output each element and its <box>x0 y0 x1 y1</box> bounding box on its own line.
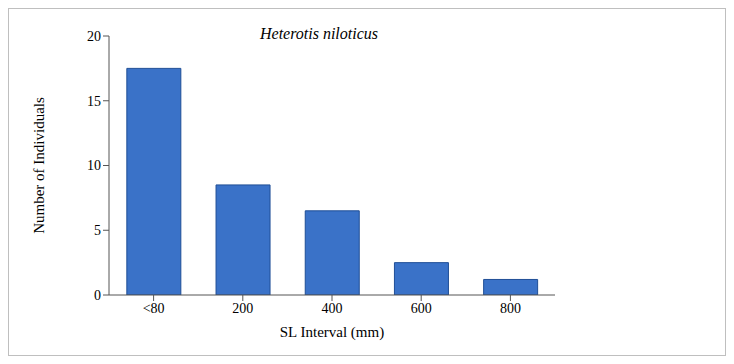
svg-text:20: 20 <box>87 29 101 44</box>
html-text:Heterotis niloticus: Heterotis niloticus <box>260 25 378 42</box>
svg-text:400: 400 <box>322 301 343 316</box>
svg-text:800: 800 <box>500 301 521 316</box>
svg-text:SL Interval (mm): SL Interval (mm) <box>280 324 384 341</box>
svg-text:<80: <80 <box>143 301 165 316</box>
svg-text:200: 200 <box>232 301 253 316</box>
svg-text:Number of Individuals: Number of Individuals <box>31 97 47 234</box>
svg-text:15: 15 <box>87 94 101 109</box>
svg-text:10: 10 <box>87 158 101 173</box>
svg-text:0: 0 <box>94 288 101 303</box>
svg-text:600: 600 <box>411 301 432 316</box>
svg-text:5: 5 <box>94 223 101 238</box>
